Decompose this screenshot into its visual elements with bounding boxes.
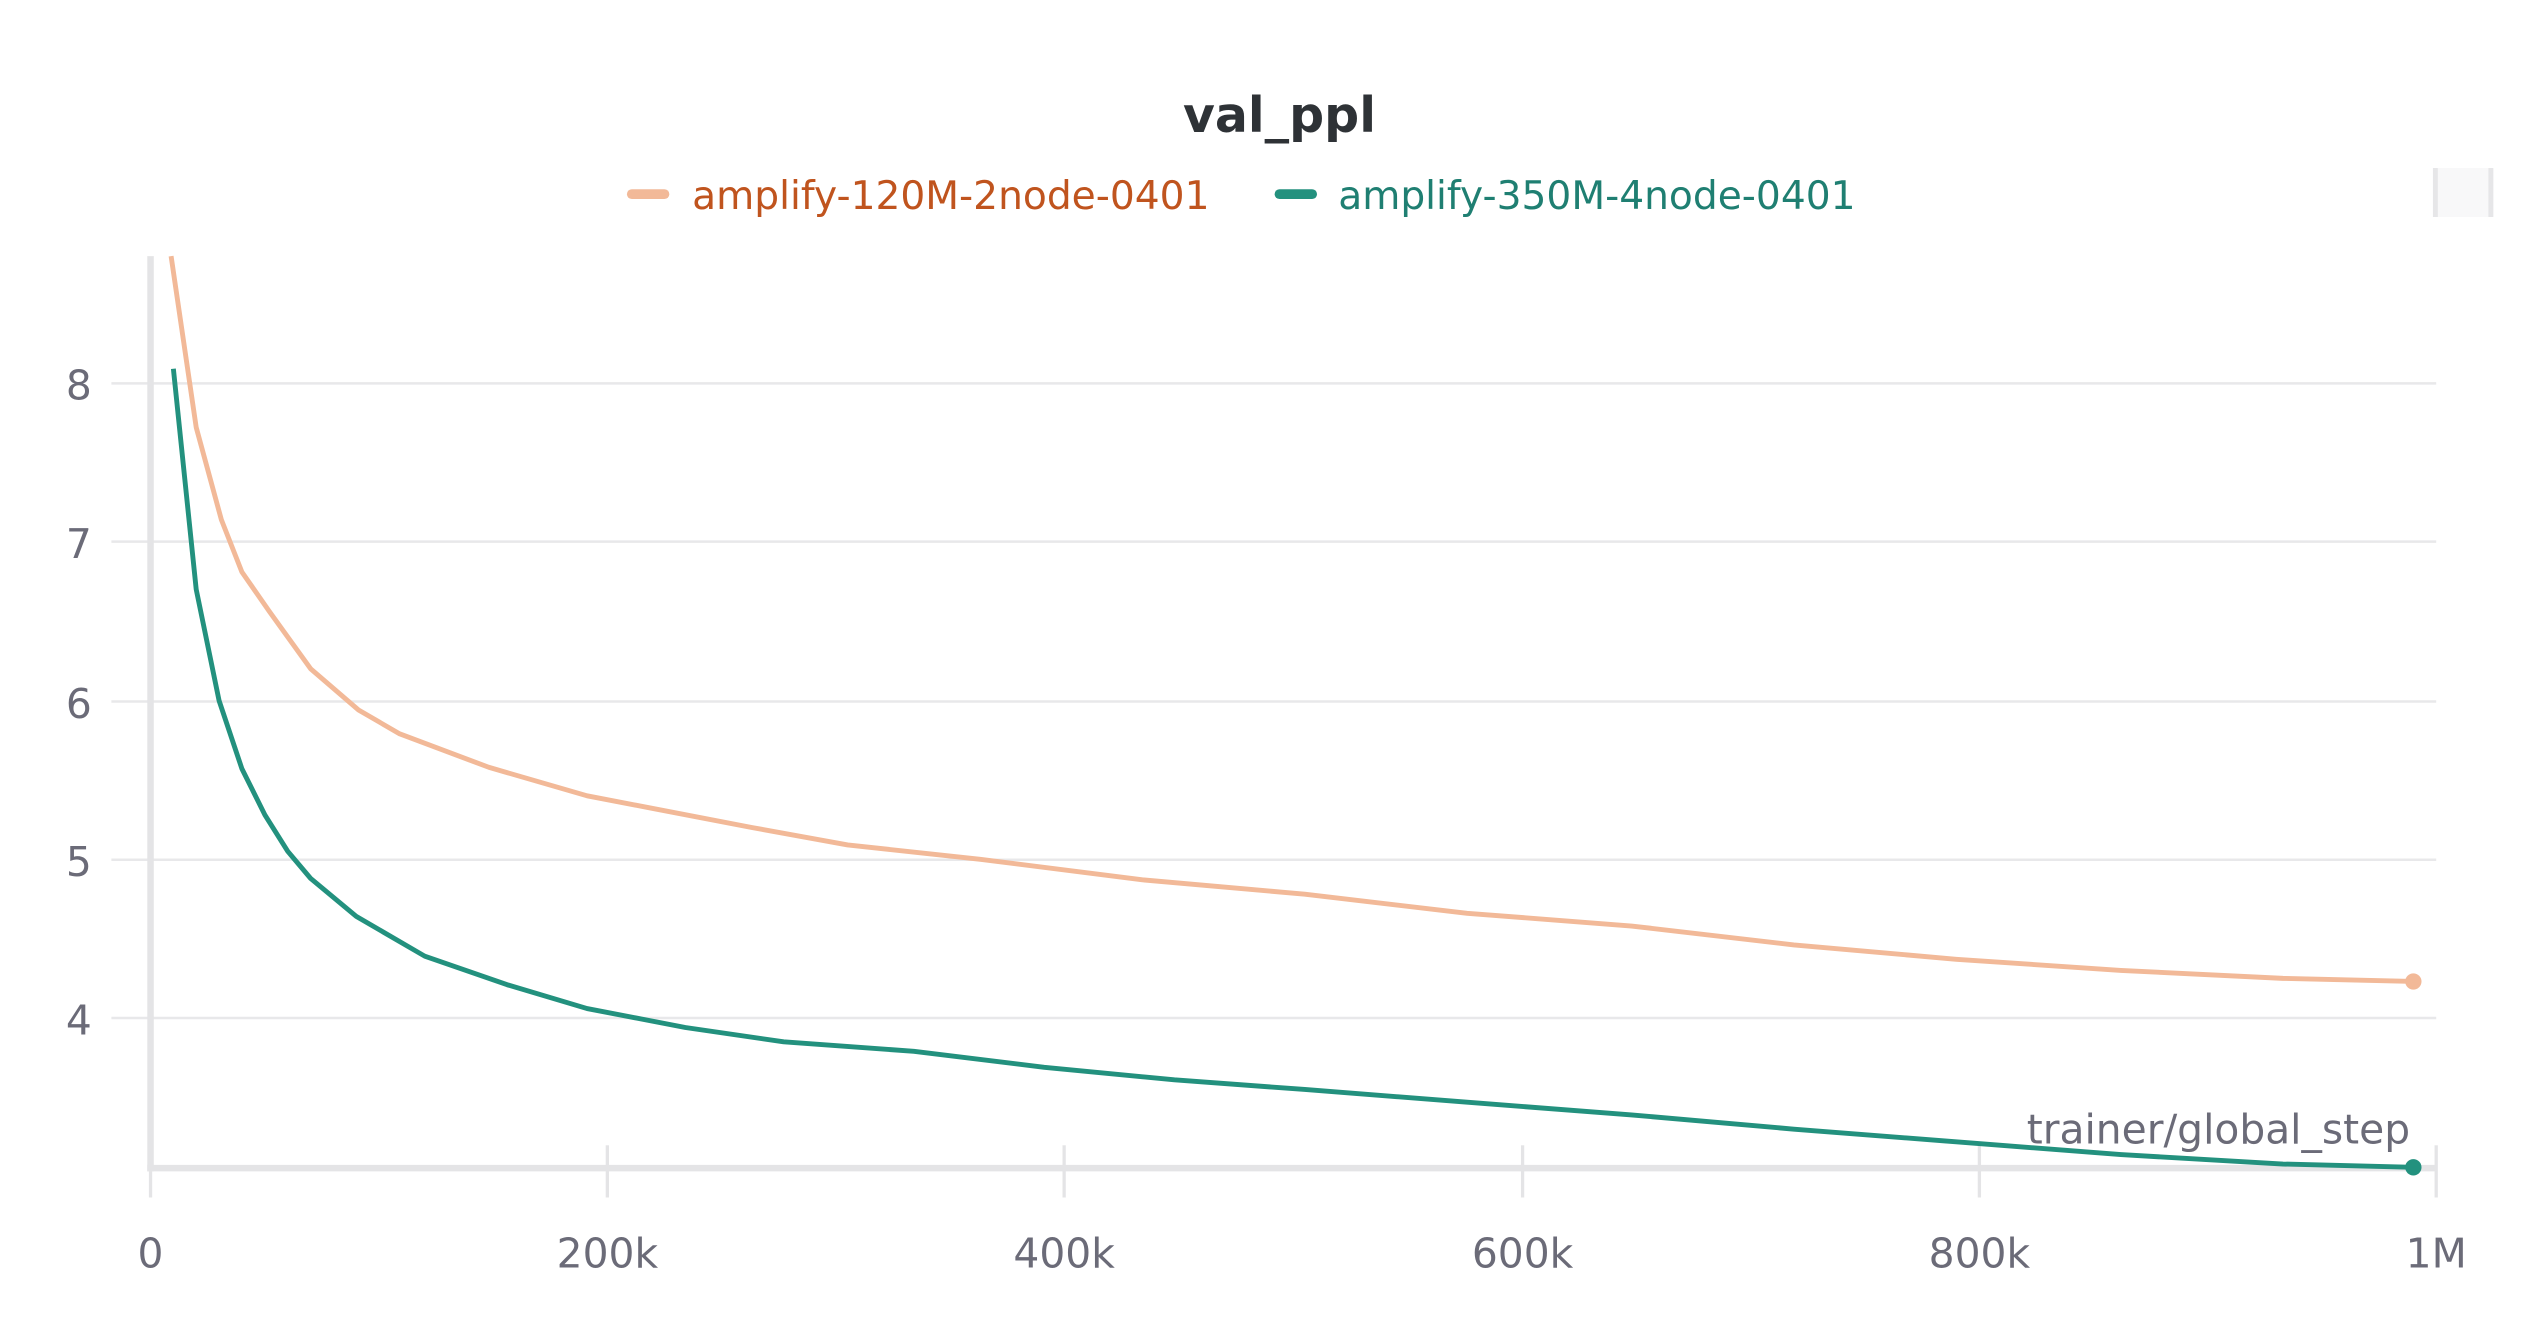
series-end-marker-1[interactable]	[2405, 1159, 2422, 1176]
series-layer	[168, 255, 2422, 1176]
svg-text:5: 5	[66, 838, 92, 886]
series-line-0[interactable]	[168, 255, 2414, 984]
series-line-1[interactable]	[170, 368, 2414, 1170]
x-axis-label: trainer/global_step	[2027, 1106, 2410, 1154]
series-end-marker-0[interactable]	[2405, 973, 2422, 990]
x-tick-marks	[148, 1145, 2438, 1198]
svg-text:600k: 600k	[1472, 1230, 1574, 1278]
y-tick-labels: 8 7 6 5 4	[66, 362, 92, 1045]
legend: amplify-120M-2node-0401 amplify-350M-4no…	[626, 174, 1856, 219]
legend-label-120m: amplify-120M-2node-0401	[692, 174, 1209, 219]
svg-text:200k: 200k	[557, 1230, 659, 1278]
panel-scroll-handle[interactable]	[2432, 168, 2494, 217]
svg-text:4: 4	[66, 996, 92, 1044]
legend-swatch-120m	[626, 189, 670, 200]
svg-text:800k: 800k	[1929, 1230, 2031, 1278]
chart-title: val_ppl	[1183, 87, 1376, 144]
svg-text:1M: 1M	[2406, 1230, 2467, 1278]
legend-label-350m: amplify-350M-4node-0401	[1338, 174, 1855, 219]
legend-swatch-350m	[1274, 189, 1318, 200]
svg-text:6: 6	[66, 680, 92, 728]
svg-text:0: 0	[138, 1230, 164, 1278]
legend-item-350m[interactable]: amplify-350M-4node-0401	[1274, 174, 1856, 219]
y-gridlines	[111, 382, 2437, 1020]
svg-text:400k: 400k	[1013, 1230, 1115, 1278]
x-tick-labels: 0 200k 400k 600k 800k 1M	[138, 1230, 2467, 1278]
svg-text:8: 8	[66, 362, 92, 410]
svg-text:7: 7	[66, 520, 92, 568]
legend-item-120m[interactable]: amplify-120M-2node-0401	[626, 174, 1210, 219]
